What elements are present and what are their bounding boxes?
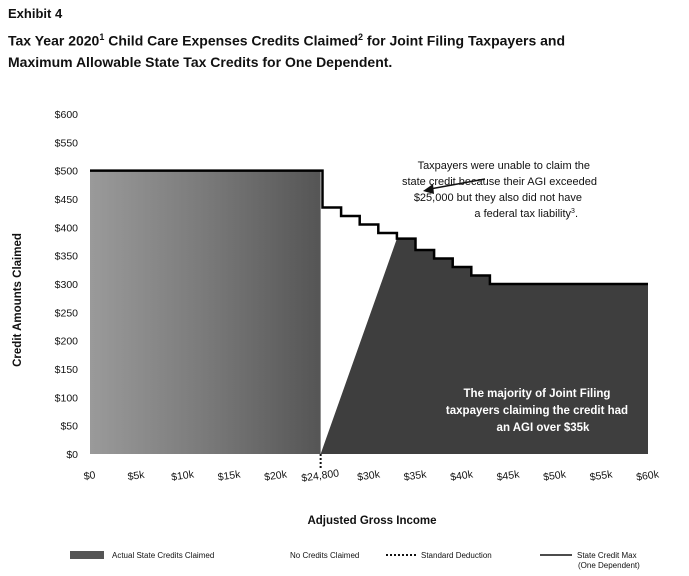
legend-label-credit-max: State Credit Max: [577, 551, 637, 560]
chart-title: Tax Year 20201 Child Care Expenses Credi…: [8, 27, 678, 73]
y-tick-label: $400: [55, 222, 79, 234]
y-tick-label: $550: [55, 137, 79, 149]
title-line2: Maximum Allowable State Tax Credits for …: [8, 53, 393, 70]
state-credit-max-line: [90, 169, 648, 286]
annotation-bottom-line: taxpayers claiming the credit had: [446, 405, 628, 417]
annotation-top-line: a federal tax liability3.: [474, 208, 578, 220]
y-tick-label: $50: [60, 421, 78, 433]
y-tick-label: $100: [55, 392, 79, 404]
annotation-footnote: 3: [571, 208, 575, 215]
x-tick-label: $60k: [635, 468, 660, 483]
legend-label-no-credits: No Credits Claimed: [290, 551, 359, 560]
y-tick-label: $300: [55, 279, 79, 291]
x-tick-label: $15k: [217, 468, 242, 483]
x-tick-label: $20k: [263, 468, 288, 483]
annotation-period: .: [575, 208, 578, 220]
annotation-arrow-line: [429, 178, 486, 190]
y-axis-title: Credit Amounts Claimed: [12, 233, 24, 367]
y-tick-label: $200: [55, 336, 79, 348]
x-tick-label: $30k: [356, 468, 381, 483]
x-tick-label: $5k: [127, 469, 146, 483]
annotation-bottom-line: The majority of Joint Filing: [464, 388, 611, 400]
title-part2: Child Care Expenses Credits Claimed: [104, 32, 358, 49]
y-tick-label: $500: [55, 166, 79, 178]
y-tick-label: $600: [55, 109, 79, 121]
annotation-bottom-line: an AGI over $35k: [497, 422, 591, 434]
actual-credits-area-left: [90, 170, 321, 454]
exhibit-label: Exhibit 4: [8, 6, 63, 21]
y-tick-label: $0: [66, 449, 78, 461]
title-part1: Tax Year 2020: [8, 32, 100, 49]
title-footnote-2: 2: [358, 32, 364, 42]
y-tick-label: $150: [55, 364, 79, 376]
annotation-arrow-head: [423, 184, 434, 194]
annotation-top-line: $25,000 but they also did not have: [414, 192, 582, 204]
actual-credits-area-right: [320, 238, 648, 454]
legend-label-standard-deduction: Standard Deduction: [421, 551, 492, 560]
title-part3: for Joint Filing Taxpayers and: [363, 32, 566, 49]
legend-swatch-actual: [70, 551, 104, 559]
plot-area: $0 $50 $100 $150 $200 $250 $300 $350 $400 $450 $50…: [12, 109, 660, 570]
x-tick-label: $40k: [449, 468, 474, 483]
x-tick-label: $55k: [589, 468, 614, 483]
x-tick-label: $35k: [403, 468, 428, 483]
annotation-top-line: Taxpayers were unable to claim the: [418, 160, 590, 172]
y-tick-label: $250: [55, 307, 79, 319]
x-axis-title: Adjusted Gross Income: [307, 515, 436, 527]
x-tick-label: $45k: [496, 468, 521, 483]
y-tick-label: $450: [55, 194, 79, 206]
legend-label-actual: Actual State Credits Claimed: [112, 551, 214, 560]
annotation-top-text: a federal tax liability: [474, 208, 571, 220]
title-footnote-1: 1: [99, 32, 105, 42]
legend-label-credit-max-sub: (One Dependent): [578, 561, 640, 570]
x-tick-label: $0: [83, 469, 96, 483]
x-tick-label: $10k: [170, 468, 195, 483]
y-tick-label: $350: [55, 251, 79, 263]
x-tick-label: $24,800: [301, 467, 340, 484]
x-tick-label: $50k: [542, 468, 567, 483]
